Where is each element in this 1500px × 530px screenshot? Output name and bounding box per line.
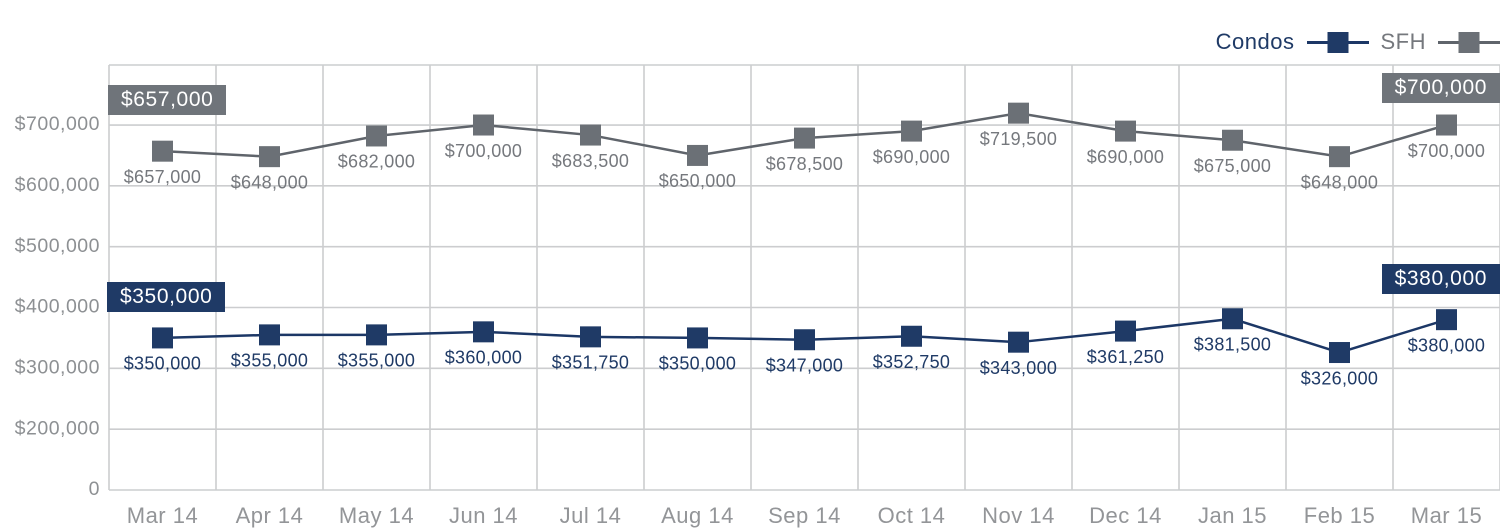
data-point-marker (687, 327, 708, 349)
x-tick-label: Feb 15 (1304, 503, 1376, 528)
x-tick-label: Apr 14 (236, 503, 304, 528)
data-point-label: $347,000 (766, 355, 843, 375)
legend-label-condos: Condos (1215, 29, 1295, 54)
x-tick-label: Jan 15 (1198, 503, 1267, 528)
x-tick-label: Sep 14 (768, 503, 841, 528)
data-point-label: $351,750 (552, 353, 629, 373)
data-point-label: $361,250 (1087, 347, 1164, 367)
data-point-label: $648,000 (231, 172, 308, 192)
data-point-label: $675,000 (1194, 156, 1271, 176)
data-point-marker (259, 324, 280, 346)
data-point-marker (152, 140, 173, 162)
callout-condos-start: $350,000 (107, 282, 226, 312)
y-tick-label: $600,000 (15, 174, 100, 196)
data-point-label: $700,000 (1408, 141, 1485, 161)
data-point-label: $380,000 (1408, 335, 1485, 355)
x-tick-label: May 14 (339, 503, 414, 528)
data-point-marker (1436, 309, 1457, 331)
x-tick-label: Nov 14 (982, 503, 1055, 528)
data-point-marker (473, 114, 494, 136)
data-point-marker (1115, 120, 1136, 142)
data-point-label: $683,500 (552, 151, 629, 171)
data-point-marker (580, 326, 601, 348)
data-point-label: $700,000 (445, 141, 522, 161)
callout-condos-end: $380,000 (1381, 264, 1500, 294)
y-tick-label: $500,000 (15, 235, 100, 257)
data-point-marker (1115, 320, 1136, 342)
condos-legend-marker-icon (1306, 31, 1369, 53)
sfh-legend-marker-icon (1438, 31, 1500, 53)
data-point-marker (580, 124, 601, 146)
data-point-label: $326,000 (1301, 368, 1378, 388)
y-tick-label: $200,000 (15, 417, 100, 439)
data-point-label: $648,000 (1301, 172, 1378, 192)
data-point-marker (794, 127, 815, 149)
data-point-label: $360,000 (445, 348, 522, 368)
data-point-marker (1329, 146, 1350, 168)
y-tick-label: $700,000 (15, 113, 100, 135)
x-tick-label: Jul 14 (560, 503, 622, 528)
data-point-marker (1436, 114, 1457, 136)
data-point-marker (1222, 308, 1243, 330)
data-point-marker (473, 321, 494, 343)
data-point-label: $650,000 (659, 171, 736, 191)
data-point-label: $343,000 (980, 358, 1057, 378)
data-point-label: $355,000 (338, 351, 415, 371)
data-point-label: $350,000 (124, 354, 201, 374)
data-point-marker (1329, 342, 1350, 364)
data-point-label: $690,000 (1087, 147, 1164, 167)
chart-legend: Condos SFH (1216, 29, 1500, 55)
data-point-marker (1008, 331, 1029, 353)
callout-sfh-start: $657,000 (108, 85, 227, 115)
y-tick-label: 0 (89, 478, 100, 500)
data-point-label: $678,500 (766, 154, 843, 174)
x-tick-label: Aug 14 (661, 503, 734, 528)
data-point-marker (259, 146, 280, 168)
data-point-label: $352,750 (873, 352, 950, 372)
data-point-label: $350,000 (659, 354, 736, 374)
data-point-marker (1222, 129, 1243, 151)
data-point-label: $355,000 (231, 351, 308, 371)
y-tick-label: $300,000 (15, 356, 100, 378)
data-point-label: $657,000 (124, 167, 201, 187)
data-point-marker (152, 327, 173, 349)
x-tick-label: Mar 14 (127, 503, 198, 528)
x-tick-label: Jun 14 (449, 503, 518, 528)
data-point-marker (901, 325, 922, 347)
data-point-marker (794, 329, 815, 351)
data-point-marker (366, 324, 387, 346)
callout-sfh-end: $700,000 (1381, 73, 1500, 103)
data-point-label: $690,000 (873, 147, 950, 167)
x-tick-label: Dec 14 (1089, 503, 1162, 528)
legend-label-sfh: SFH (1380, 29, 1426, 54)
data-point-label: $719,500 (980, 129, 1057, 149)
data-point-marker (687, 144, 708, 166)
data-point-marker (366, 125, 387, 147)
data-point-marker (1008, 102, 1029, 124)
data-point-label: $682,000 (338, 152, 415, 172)
x-tick-label: Oct 14 (878, 503, 946, 528)
data-point-marker (901, 120, 922, 142)
data-point-label: $381,500 (1194, 335, 1271, 355)
x-tick-label: Mar 15 (1411, 503, 1482, 528)
y-tick-label: $400,000 (15, 296, 100, 318)
